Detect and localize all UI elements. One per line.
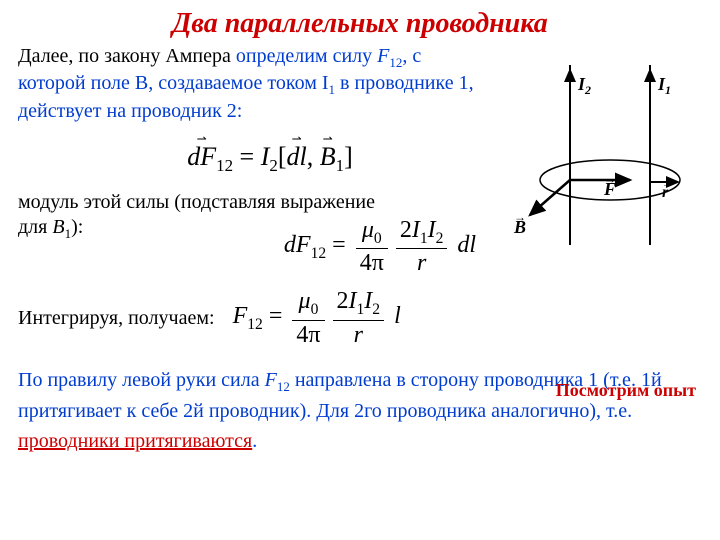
label-I2: I2: [577, 74, 591, 97]
formula-integrated: F12 = μ04π2I1I2r l: [223, 289, 401, 346]
label-B: →B: [513, 210, 526, 237]
label-I1: I1: [657, 74, 671, 97]
conclusion: По правилу левой руки сила F12 направлен…: [0, 365, 720, 457]
side-note-link[interactable]: Посмотрим опыт: [556, 380, 696, 401]
title-text: Два параллельных проводника: [172, 8, 547, 39]
integrating-text: Интегрируя, получаем:: [0, 306, 223, 331]
two-wires-diagram: I2 I1 →B →F →r: [500, 55, 700, 255]
page-title: Два параллельных проводника: [0, 0, 720, 44]
formula-vector: ⇀dF12 = I2[⇀dl, ⇀B1]: [120, 142, 420, 176]
label-F: →F: [603, 172, 616, 199]
B-vector: [530, 180, 570, 215]
intro-paragraph: Далее, по закону Ампера определим силу F…: [0, 44, 506, 124]
intro-lead: Далее, по закону Ампера: [18, 45, 236, 67]
formula-scalar-dl: dF12 = μ04π2I1I2r dl: [230, 218, 530, 275]
diagram-svg: I2 I1 →B →F →r: [500, 55, 700, 255]
